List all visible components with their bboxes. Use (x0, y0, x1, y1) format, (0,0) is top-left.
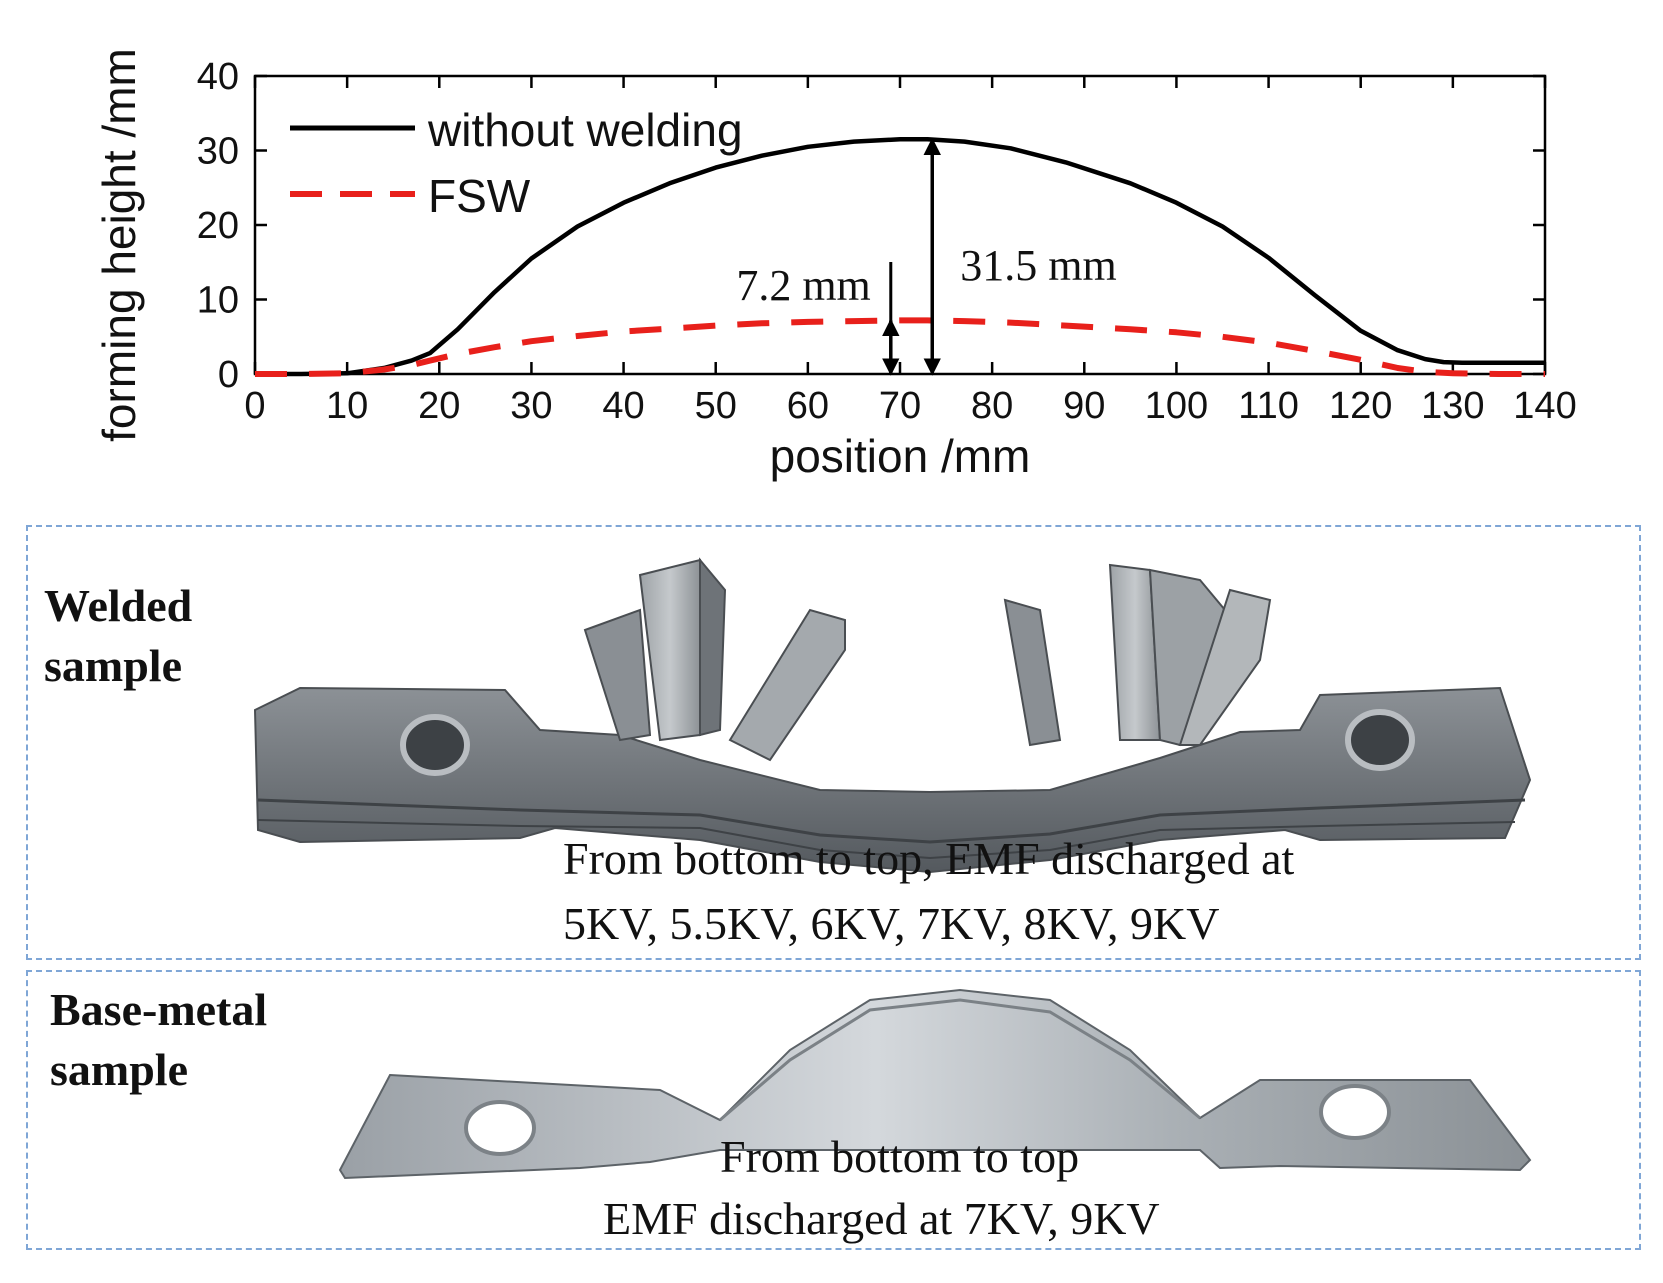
y-tick-label: 10 (197, 280, 239, 322)
series-line-fsw (255, 317, 1545, 377)
x-tick-label: 30 (510, 385, 552, 427)
welded-sample-panel (26, 525, 1641, 960)
y-tick-label: 40 (197, 56, 239, 98)
y-axis-ticks: 0 10 20 30 40 (197, 56, 1545, 396)
annotation-layer: 31.5 mm 7.2 mm (736, 137, 1117, 376)
x-tick-label: 140 (1513, 385, 1576, 427)
legend-label-fsw: FSW (428, 170, 531, 222)
y-axis-label: forming height /mm (93, 48, 145, 442)
x-tick-label: 10 (326, 385, 368, 427)
forming-height-chart: 0 10 20 30 40 50 60 70 80 90 100 110 120 130 140 0 10 20… (93, 48, 1577, 482)
x-tick-label: 110 (1238, 385, 1299, 427)
welded-caption-line2: 5KV, 5.5KV, 6KV, 7KV, 8KV, 9KV (563, 898, 1220, 949)
series-line-without-welding (255, 137, 1545, 377)
welded-sample-label: Welded sample (44, 580, 193, 691)
y-tick-label: 30 (197, 131, 239, 173)
x-tick-label: 40 (602, 385, 644, 427)
base-caption-line1: From bottom to top (720, 1131, 1080, 1182)
x-axis-ticks: 0 10 20 30 40 50 60 70 80 90 100 110 120 130 140 (244, 76, 1577, 427)
y-tick-label: 20 (197, 205, 239, 247)
base-metal-sample-label: Base-metal sample (50, 984, 268, 1095)
x-tick-label: 100 (1145, 385, 1208, 427)
y-tick-label: 0 (218, 354, 239, 396)
x-tick-label: 50 (695, 385, 737, 427)
x-tick-label: 90 (1063, 385, 1105, 427)
base-metal-sample-panel (26, 970, 1641, 1250)
x-tick-label: 60 (787, 385, 829, 427)
x-tick-label: 80 (971, 385, 1013, 427)
x-tick-label: 20 (418, 385, 460, 427)
annotation-label-31-5: 31.5 mm (960, 241, 1116, 290)
annotation-label-7-2: 7.2 mm (736, 261, 870, 310)
base-caption-line2: EMF discharged at 7KV, 9KV (603, 1193, 1160, 1244)
x-tick-label: 130 (1421, 385, 1484, 427)
x-tick-label: 120 (1329, 385, 1392, 427)
welded-caption-line1: From bottom to top, EMF discharged at (563, 833, 1295, 884)
legend: without welding FSW (290, 104, 743, 222)
x-axis-label: position /mm (770, 430, 1031, 482)
series-layer (255, 137, 1545, 377)
x-tick-label: 70 (879, 385, 921, 427)
x-tick-label: 0 (244, 385, 265, 427)
legend-label-without-welding: without welding (427, 104, 743, 156)
